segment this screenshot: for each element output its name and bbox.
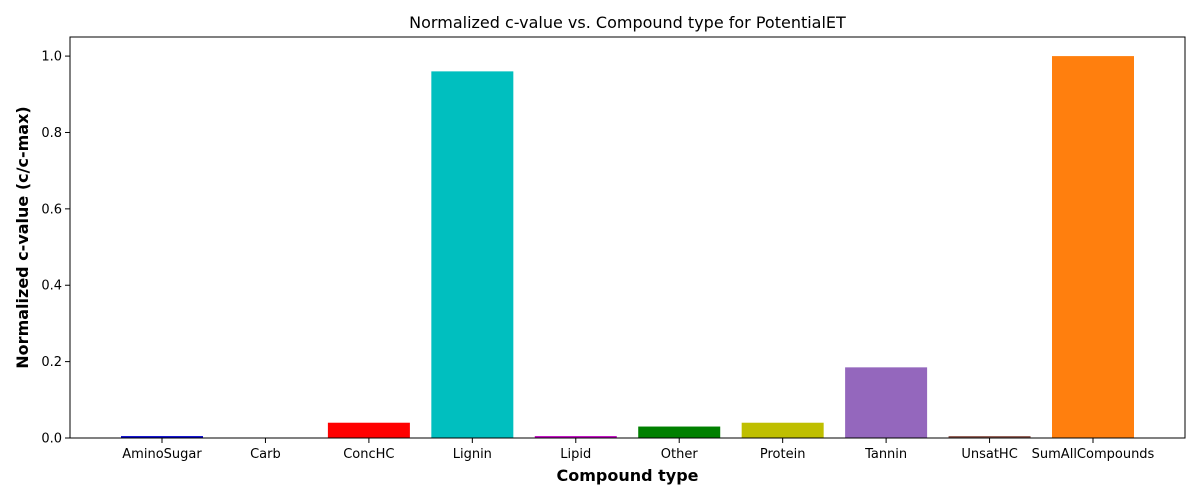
bar-unsathc — [948, 436, 1031, 438]
y-tick-label: 0.2 — [41, 355, 62, 370]
y-tick-label: 0.0 — [41, 432, 62, 447]
y-axis: 0.0 0.2 0.4 0.6 0.8 1.0 — [41, 50, 70, 447]
x-tick-label: Other — [661, 447, 699, 462]
x-tick-label: UnsatHC — [961, 447, 1017, 462]
bar-lipid — [534, 436, 617, 438]
y-tick-label: 0.8 — [41, 126, 62, 141]
bars-group — [121, 56, 1134, 438]
x-tick-label: Lipid — [560, 447, 591, 462]
x-axis: AminoSugar Carb ConcHC Lignin Lipid Other Prot… — [122, 438, 1155, 462]
x-tick-label: AminoSugar — [122, 447, 202, 462]
bar-protein — [741, 422, 824, 438]
x-tick-label: SumAllCompounds — [1032, 447, 1155, 462]
bar-conchc — [327, 422, 410, 438]
x-tick-label: Tannin — [864, 447, 907, 462]
bar-tannin — [845, 367, 928, 438]
bar-sumallcompounds — [1052, 56, 1134, 438]
y-tick-label: 0.6 — [41, 202, 62, 217]
x-tick-label: Lignin — [453, 447, 492, 462]
x-tick-label: ConcHC — [343, 447, 394, 462]
x-tick-label: Carb — [250, 447, 281, 462]
plot-frame — [69, 36, 1186, 439]
x-axis-title: Compound type — [556, 466, 698, 485]
chart-title: Normalized c-value vs. Compound type for… — [409, 13, 846, 32]
y-axis-title: Normalized c-value (c/c-max) — [13, 106, 32, 368]
y-tick-label: 0.4 — [41, 279, 62, 294]
x-tick-label: Protein — [760, 447, 806, 462]
y-tick-label: 1.0 — [41, 50, 62, 65]
bar-other — [638, 426, 721, 438]
bar-aminosugar — [121, 436, 203, 438]
bar-lignin — [431, 71, 514, 438]
